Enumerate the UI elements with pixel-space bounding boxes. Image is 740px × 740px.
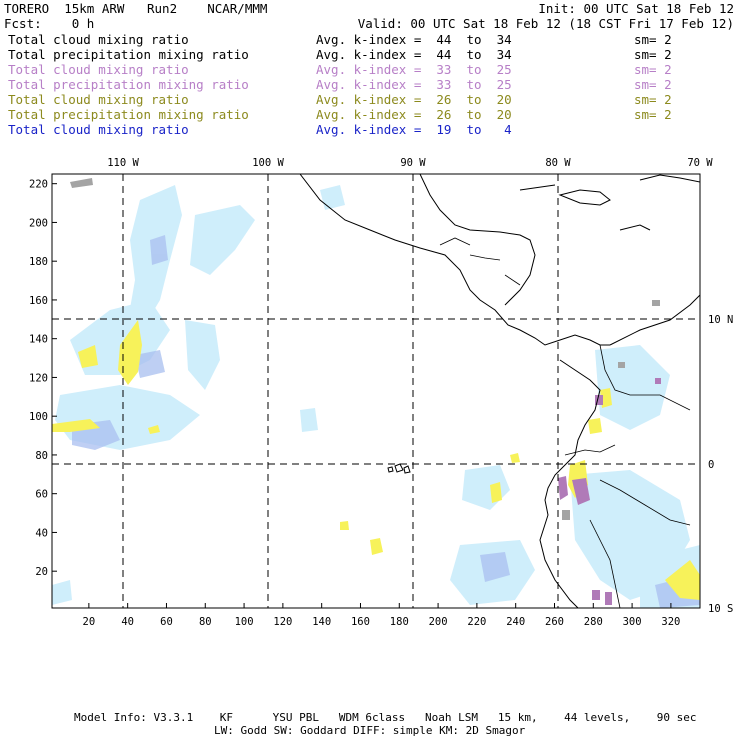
x-tick-label: 320 [661, 616, 680, 628]
cloud-light-areas [52, 185, 700, 608]
legend-kindex-5: Avg. k-index = 26 to 20 [316, 92, 512, 107]
legend-field-6: Total precipitation mixing ratio [8, 107, 249, 122]
legend-field-7: Total cloud mixing ratio [8, 122, 189, 137]
legend-sm-4: sm= 2 [634, 77, 672, 92]
y-tick-label: 40 [35, 527, 48, 539]
x-tick-label: 40 [121, 616, 134, 628]
lon-label-110w: 110 W [107, 157, 139, 169]
lon-label-70w: 70 W [687, 157, 713, 169]
gray-areas [70, 178, 660, 520]
legend-kindex-1: Avg. k-index = 44 to 34 [316, 32, 512, 47]
lon-label-90w: 90 W [400, 157, 426, 169]
legend-sm-3: sm= 2 [634, 62, 672, 77]
field-layer [52, 174, 700, 608]
legend-field-3: Total cloud mixing ratio [8, 62, 189, 77]
coastlines [299, 174, 700, 608]
legend-field-5: Total cloud mixing ratio [8, 92, 189, 107]
legend-kindex-4: Avg. k-index = 33 to 25 [316, 77, 512, 92]
x-tick-label: 20 [83, 616, 96, 628]
legend-sm-6: sm= 2 [634, 107, 672, 122]
y-tick-label: 180 [29, 256, 48, 268]
x-tick-label: 60 [160, 616, 173, 628]
x-tick-label: 280 [584, 616, 603, 628]
lon-label-80w: 80 W [545, 157, 571, 169]
y-tick-label: 60 [35, 489, 48, 501]
lon-labels: 110 W 100 W 90 W 80 W 70 W [107, 157, 713, 169]
map-frame [51, 173, 701, 609]
y-tick-marks [52, 183, 57, 572]
legend-sm-1: sm= 2 [634, 32, 672, 47]
y-tick-label: 160 [29, 295, 48, 307]
x-tick-label: 200 [429, 616, 448, 628]
graticule [52, 174, 700, 608]
model-physics: LW: Godd SW: Goddard DIFF: simple KM: 2D… [214, 724, 526, 737]
y-tick-label: 140 [29, 334, 48, 346]
y-tick-label: 120 [29, 372, 48, 384]
legend-field-4: Total precipitation mixing ratio [8, 77, 249, 92]
x-tick-label: 180 [390, 616, 409, 628]
purple-areas [558, 378, 661, 605]
y-tick-label: 20 [35, 566, 48, 578]
model-info: Model Info: V3.3.1 KF YSU PBL WDM 6class… [74, 711, 697, 724]
lon-label-100w: 100 W [252, 157, 284, 169]
model-title: TORERO 15km ARW Run2 NCAR/MMM [4, 1, 268, 16]
legend-sm-2: sm= 2 [634, 47, 672, 62]
legend-kindex-7: Avg. k-index = 19 to 4 [316, 122, 512, 137]
x-tick-label: 240 [506, 616, 525, 628]
legend-kindex-2: Avg. k-index = 44 to 34 [316, 47, 512, 62]
legend-sm-5: sm= 2 [634, 92, 672, 107]
x-tick-label: 120 [273, 616, 292, 628]
lat-labels: 10 N 0 10 S [708, 314, 733, 615]
legend-field-2: Total precipitation mixing ratio [8, 47, 249, 62]
valid-time: Valid: 00 UTC Sat 18 Feb 12 (18 CST Fri … [357, 16, 734, 31]
legend-kindex-6: Avg. k-index = 26 to 20 [316, 107, 512, 122]
y-tick-label: 100 [29, 411, 48, 423]
x-tick-labels: 20 40 60 80 100 120 140 160 180 200 220 240 260 280 30… [83, 616, 681, 628]
y-tick-label: 220 [29, 179, 48, 191]
x-tick-marks [88, 603, 672, 608]
y-tick-labels: 220 200 180 160 140 120 100 80 60 40 20 [29, 179, 48, 579]
y-tick-label: 80 [35, 450, 48, 462]
lat-label-10n: 10 N [708, 314, 733, 326]
legend-field-1: Total cloud mixing ratio [8, 32, 189, 47]
forecast-hour: Fcst: 0 h [4, 16, 95, 31]
y-tick-label: 200 [29, 217, 48, 229]
legend-kindex-3: Avg. k-index = 33 to 25 [316, 62, 512, 77]
x-tick-label: 300 [623, 616, 642, 628]
lat-label-10s: 10 S [708, 603, 733, 615]
x-tick-label: 100 [235, 616, 254, 628]
lat-label-0: 0 [708, 459, 714, 471]
x-tick-label: 160 [351, 616, 370, 628]
x-tick-label: 220 [467, 616, 486, 628]
x-tick-label: 260 [545, 616, 564, 628]
x-tick-label: 140 [312, 616, 331, 628]
x-tick-label: 80 [199, 616, 212, 628]
init-time: Init: 00 UTC Sat 18 Feb 12 [538, 1, 734, 16]
country-borders [439, 237, 691, 608]
